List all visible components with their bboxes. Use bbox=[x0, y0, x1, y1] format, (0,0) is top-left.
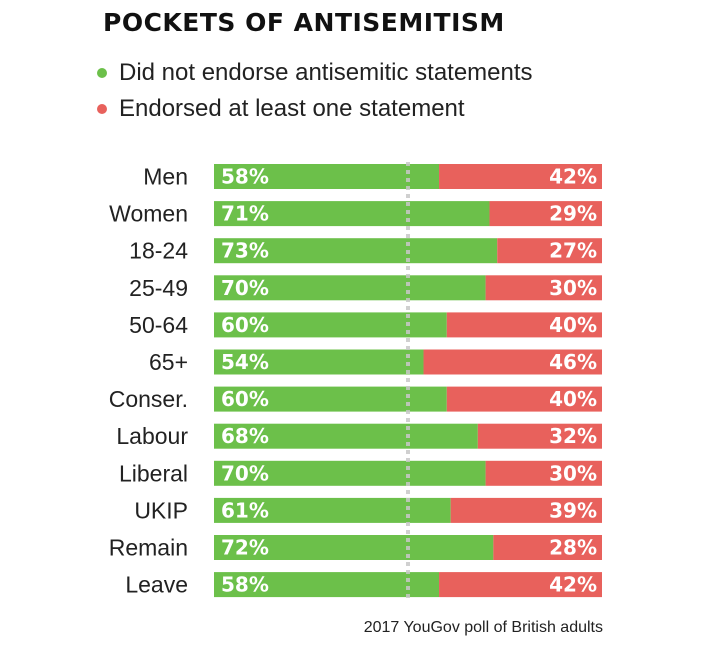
category-label: Conser. bbox=[109, 386, 188, 412]
value-label-endorsed: 40% bbox=[549, 313, 597, 337]
category-label: Leave bbox=[125, 572, 188, 598]
value-label-endorsed: 29% bbox=[549, 202, 597, 226]
bar-not-endorsed bbox=[214, 164, 440, 189]
value-label-endorsed: 46% bbox=[549, 350, 597, 374]
bar-endorsed bbox=[446, 386, 602, 412]
value-label-not-endorsed: 70% bbox=[221, 461, 269, 485]
value-label-not-endorsed: 54% bbox=[221, 350, 269, 374]
value-label-not-endorsed: 60% bbox=[221, 313, 269, 337]
value-label-not-endorsed: 72% bbox=[221, 536, 269, 560]
bar-not-endorsed bbox=[214, 497, 451, 523]
value-label-not-endorsed: 70% bbox=[221, 276, 269, 300]
bar-endorsed bbox=[493, 535, 602, 560]
value-label-endorsed: 39% bbox=[549, 498, 597, 522]
value-label-not-endorsed: 61% bbox=[221, 498, 269, 522]
bar-not-endorsed bbox=[214, 460, 486, 486]
legend-swatch-green bbox=[97, 68, 107, 78]
value-label-endorsed: 32% bbox=[549, 424, 597, 448]
value-label-endorsed: 42% bbox=[549, 573, 597, 597]
value-label-endorsed: 27% bbox=[549, 239, 597, 263]
value-label-not-endorsed: 58% bbox=[221, 573, 269, 597]
bar-not-endorsed bbox=[214, 275, 486, 301]
value-label-endorsed: 40% bbox=[549, 387, 597, 411]
bar-endorsed bbox=[446, 312, 602, 338]
value-label-endorsed: 28% bbox=[549, 536, 597, 560]
value-label-endorsed: 42% bbox=[549, 165, 597, 189]
legend-label-endorsed: Endorsed at least one statement bbox=[119, 95, 465, 122]
bar-not-endorsed bbox=[214, 386, 447, 412]
legend-swatch-red bbox=[97, 104, 107, 114]
bar-endorsed bbox=[439, 572, 602, 598]
bar-endorsed bbox=[489, 201, 602, 227]
value-label-endorsed: 30% bbox=[549, 461, 597, 485]
category-label: Remain bbox=[109, 535, 188, 561]
bar-not-endorsed bbox=[214, 238, 498, 264]
bar-endorsed bbox=[477, 423, 602, 449]
source-note: 2017 YouGov poll of British adults bbox=[363, 619, 603, 636]
chart-title: POCKETS OF ANTISEMITISM bbox=[103, 8, 505, 37]
bar-endorsed bbox=[485, 275, 602, 301]
bar-not-endorsed bbox=[214, 201, 490, 227]
legend-label-not-endorsed: Did not endorse antisemitic statements bbox=[119, 59, 533, 86]
bar-endorsed bbox=[450, 497, 602, 523]
bar-endorsed bbox=[497, 238, 602, 264]
value-label-not-endorsed: 60% bbox=[221, 387, 269, 411]
category-label: 18-24 bbox=[129, 238, 188, 264]
category-label: Men bbox=[143, 164, 188, 190]
legend-item-not-endorsed: Did not endorse antisemitic statements bbox=[97, 59, 533, 87]
value-label-not-endorsed: 68% bbox=[221, 424, 269, 448]
category-label: Liberal bbox=[119, 460, 188, 486]
bar-not-endorsed bbox=[214, 572, 440, 598]
value-label-not-endorsed: 73% bbox=[221, 239, 269, 263]
value-label-not-endorsed: 71% bbox=[221, 202, 269, 226]
category-label: UKIP bbox=[134, 497, 188, 523]
bar-not-endorsed bbox=[214, 349, 424, 375]
category-label: 25-49 bbox=[129, 275, 188, 301]
category-label: 50-64 bbox=[129, 312, 188, 338]
bar-not-endorsed bbox=[214, 423, 478, 449]
bar-endorsed bbox=[423, 349, 602, 375]
value-label-endorsed: 30% bbox=[549, 276, 597, 300]
legend-item-endorsed: Endorsed at least one statement bbox=[97, 95, 465, 123]
bar-endorsed bbox=[485, 460, 602, 486]
bar-not-endorsed bbox=[214, 535, 494, 560]
category-label: Labour bbox=[116, 423, 188, 449]
category-label: 65+ bbox=[149, 349, 188, 375]
value-label-not-endorsed: 58% bbox=[221, 165, 269, 189]
category-label: Women bbox=[109, 201, 188, 227]
bar-endorsed bbox=[439, 164, 602, 189]
